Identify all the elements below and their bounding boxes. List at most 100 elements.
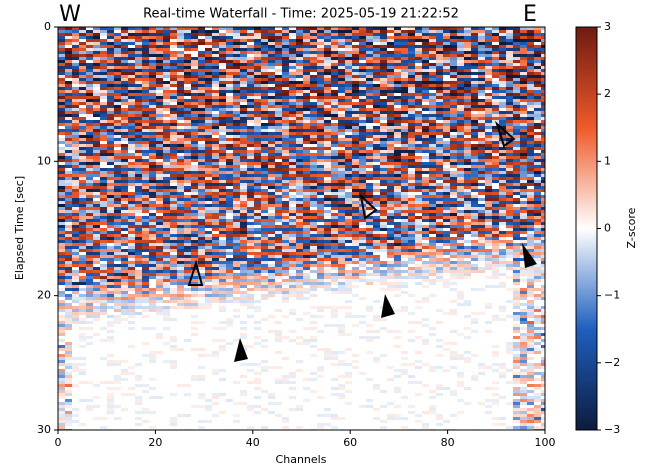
waterfall-cell [261,231,268,234]
waterfall-cell [310,228,317,231]
waterfall-cell [387,186,394,189]
waterfall-cell [492,72,499,75]
waterfall-cell [163,234,170,237]
waterfall-cell [114,213,121,216]
waterfall-cell [226,144,233,147]
waterfall-cell [485,156,492,159]
waterfall-cell [401,210,408,213]
waterfall-cell [443,183,450,186]
waterfall-cell [198,99,205,102]
waterfall-cell [415,147,422,150]
waterfall-cell [268,120,275,123]
waterfall-cell [317,99,324,102]
waterfall-cell [345,153,352,156]
waterfall-cell [93,216,100,219]
waterfall-cell [478,165,485,168]
waterfall-cell [72,228,79,231]
waterfall-cell [485,222,492,225]
waterfall-cell [163,129,170,132]
waterfall-cell [149,201,156,204]
waterfall-cell [366,147,373,150]
waterfall-cell [464,231,471,234]
waterfall-cell [422,165,429,168]
waterfall-cell [177,213,184,216]
waterfall-cell [394,36,401,39]
waterfall-cell [289,54,296,57]
waterfall-cell [212,93,219,96]
waterfall-cell [282,135,289,138]
waterfall-cell [72,150,79,153]
waterfall-cell [219,54,226,57]
waterfall-cell [212,45,219,48]
waterfall-cell [156,198,163,201]
waterfall-cell [401,213,408,216]
waterfall-cell [163,132,170,135]
waterfall-cell [345,69,352,72]
waterfall-cell [65,249,72,252]
waterfall-cell [282,93,289,96]
waterfall-cell [478,150,485,153]
waterfall-cell [233,42,240,45]
waterfall-cell [205,132,212,135]
waterfall-cell [177,108,184,111]
waterfall-cell [107,75,114,78]
waterfall-cell [233,81,240,84]
waterfall-cell [226,114,233,117]
waterfall-cell [527,120,534,123]
waterfall-cell [485,177,492,180]
waterfall-cell [338,132,345,135]
waterfall-cell [534,132,541,135]
waterfall-cell [450,78,457,81]
waterfall-cell [156,30,163,33]
waterfall-cell [331,108,338,111]
waterfall-cell [303,228,310,231]
waterfall-cell [226,48,233,51]
waterfall-cell [310,93,317,96]
waterfall-cell [296,240,303,243]
waterfall-cell [240,117,247,120]
waterfall-cell [380,198,387,201]
waterfall-cell [275,240,282,243]
waterfall-cell [156,75,163,78]
waterfall-cell [457,243,464,246]
waterfall-cell [79,204,86,207]
waterfall-cell [520,222,527,225]
waterfall-cell [191,171,198,174]
waterfall-cell [345,39,352,42]
waterfall-cell [128,216,135,219]
waterfall-cell [184,171,191,174]
waterfall-cell [233,198,240,201]
waterfall-cell [296,90,303,93]
waterfall-cell [226,165,233,168]
waterfall-cell [135,36,142,39]
waterfall-cell [352,108,359,111]
waterfall-cell [121,153,128,156]
waterfall-cell [282,75,289,78]
waterfall-cell [114,240,121,243]
waterfall-cell [296,87,303,90]
waterfall-cell [65,135,72,138]
waterfall-cell [387,159,394,162]
waterfall-cell [380,165,387,168]
waterfall-cell [401,195,408,198]
waterfall-cell [254,84,261,87]
waterfall-cell [86,123,93,126]
waterfall-cell [422,132,429,135]
waterfall-cell [149,117,156,120]
waterfall-cell [212,171,219,174]
waterfall-cell [499,36,506,39]
waterfall-cell [58,231,65,234]
waterfall-cell [359,150,366,153]
waterfall-cell [310,237,317,240]
waterfall-cell [485,192,492,195]
waterfall-cell [240,120,247,123]
waterfall-cell [254,57,261,60]
waterfall-cell [226,159,233,162]
waterfall-cell [198,171,205,174]
waterfall-cell [79,189,86,192]
waterfall-cell [394,78,401,81]
waterfall-cell [296,105,303,108]
waterfall-cell [86,42,93,45]
waterfall-cell [128,159,135,162]
waterfall-cell [233,246,240,249]
